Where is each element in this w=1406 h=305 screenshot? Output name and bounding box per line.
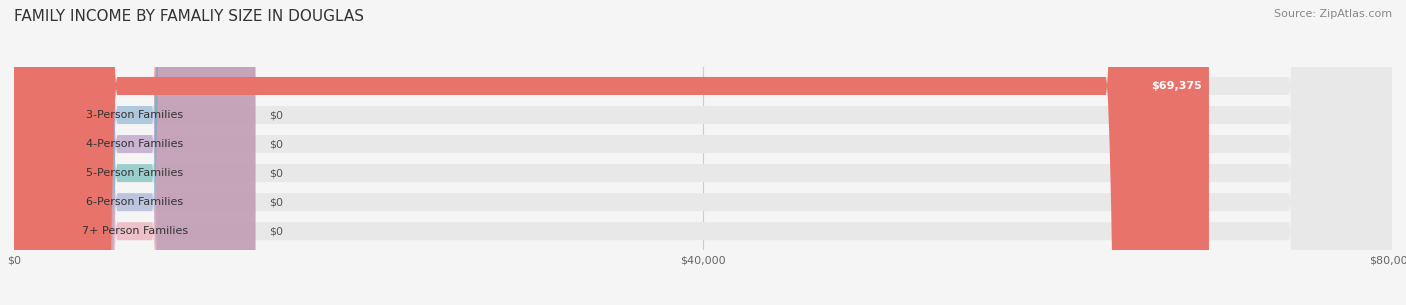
Text: $0: $0: [269, 139, 283, 149]
Text: FAMILY INCOME BY FAMALIY SIZE IN DOUGLAS: FAMILY INCOME BY FAMALIY SIZE IN DOUGLAS: [14, 9, 364, 24]
FancyBboxPatch shape: [14, 0, 256, 305]
Text: 3-Person Families: 3-Person Families: [86, 110, 183, 120]
Text: $0: $0: [269, 110, 283, 120]
FancyBboxPatch shape: [14, 0, 1392, 305]
Text: 6-Person Families: 6-Person Families: [86, 197, 183, 207]
Text: Source: ZipAtlas.com: Source: ZipAtlas.com: [1274, 9, 1392, 19]
Text: $0: $0: [269, 226, 283, 236]
FancyBboxPatch shape: [14, 0, 256, 305]
Text: 7+ Person Families: 7+ Person Families: [82, 226, 187, 236]
Text: $0: $0: [269, 197, 283, 207]
FancyBboxPatch shape: [14, 0, 1392, 305]
FancyBboxPatch shape: [14, 0, 1209, 305]
FancyBboxPatch shape: [14, 0, 256, 305]
Text: 2-Person Families: 2-Person Families: [86, 81, 183, 91]
FancyBboxPatch shape: [14, 0, 256, 305]
FancyBboxPatch shape: [14, 0, 1392, 305]
FancyBboxPatch shape: [14, 0, 1392, 305]
FancyBboxPatch shape: [14, 0, 256, 305]
Text: $69,375: $69,375: [1152, 81, 1202, 91]
FancyBboxPatch shape: [14, 0, 1392, 305]
Text: $0: $0: [269, 168, 283, 178]
Text: 4-Person Families: 4-Person Families: [86, 139, 183, 149]
FancyBboxPatch shape: [14, 0, 1392, 305]
FancyBboxPatch shape: [14, 0, 256, 305]
Text: 5-Person Families: 5-Person Families: [86, 168, 183, 178]
